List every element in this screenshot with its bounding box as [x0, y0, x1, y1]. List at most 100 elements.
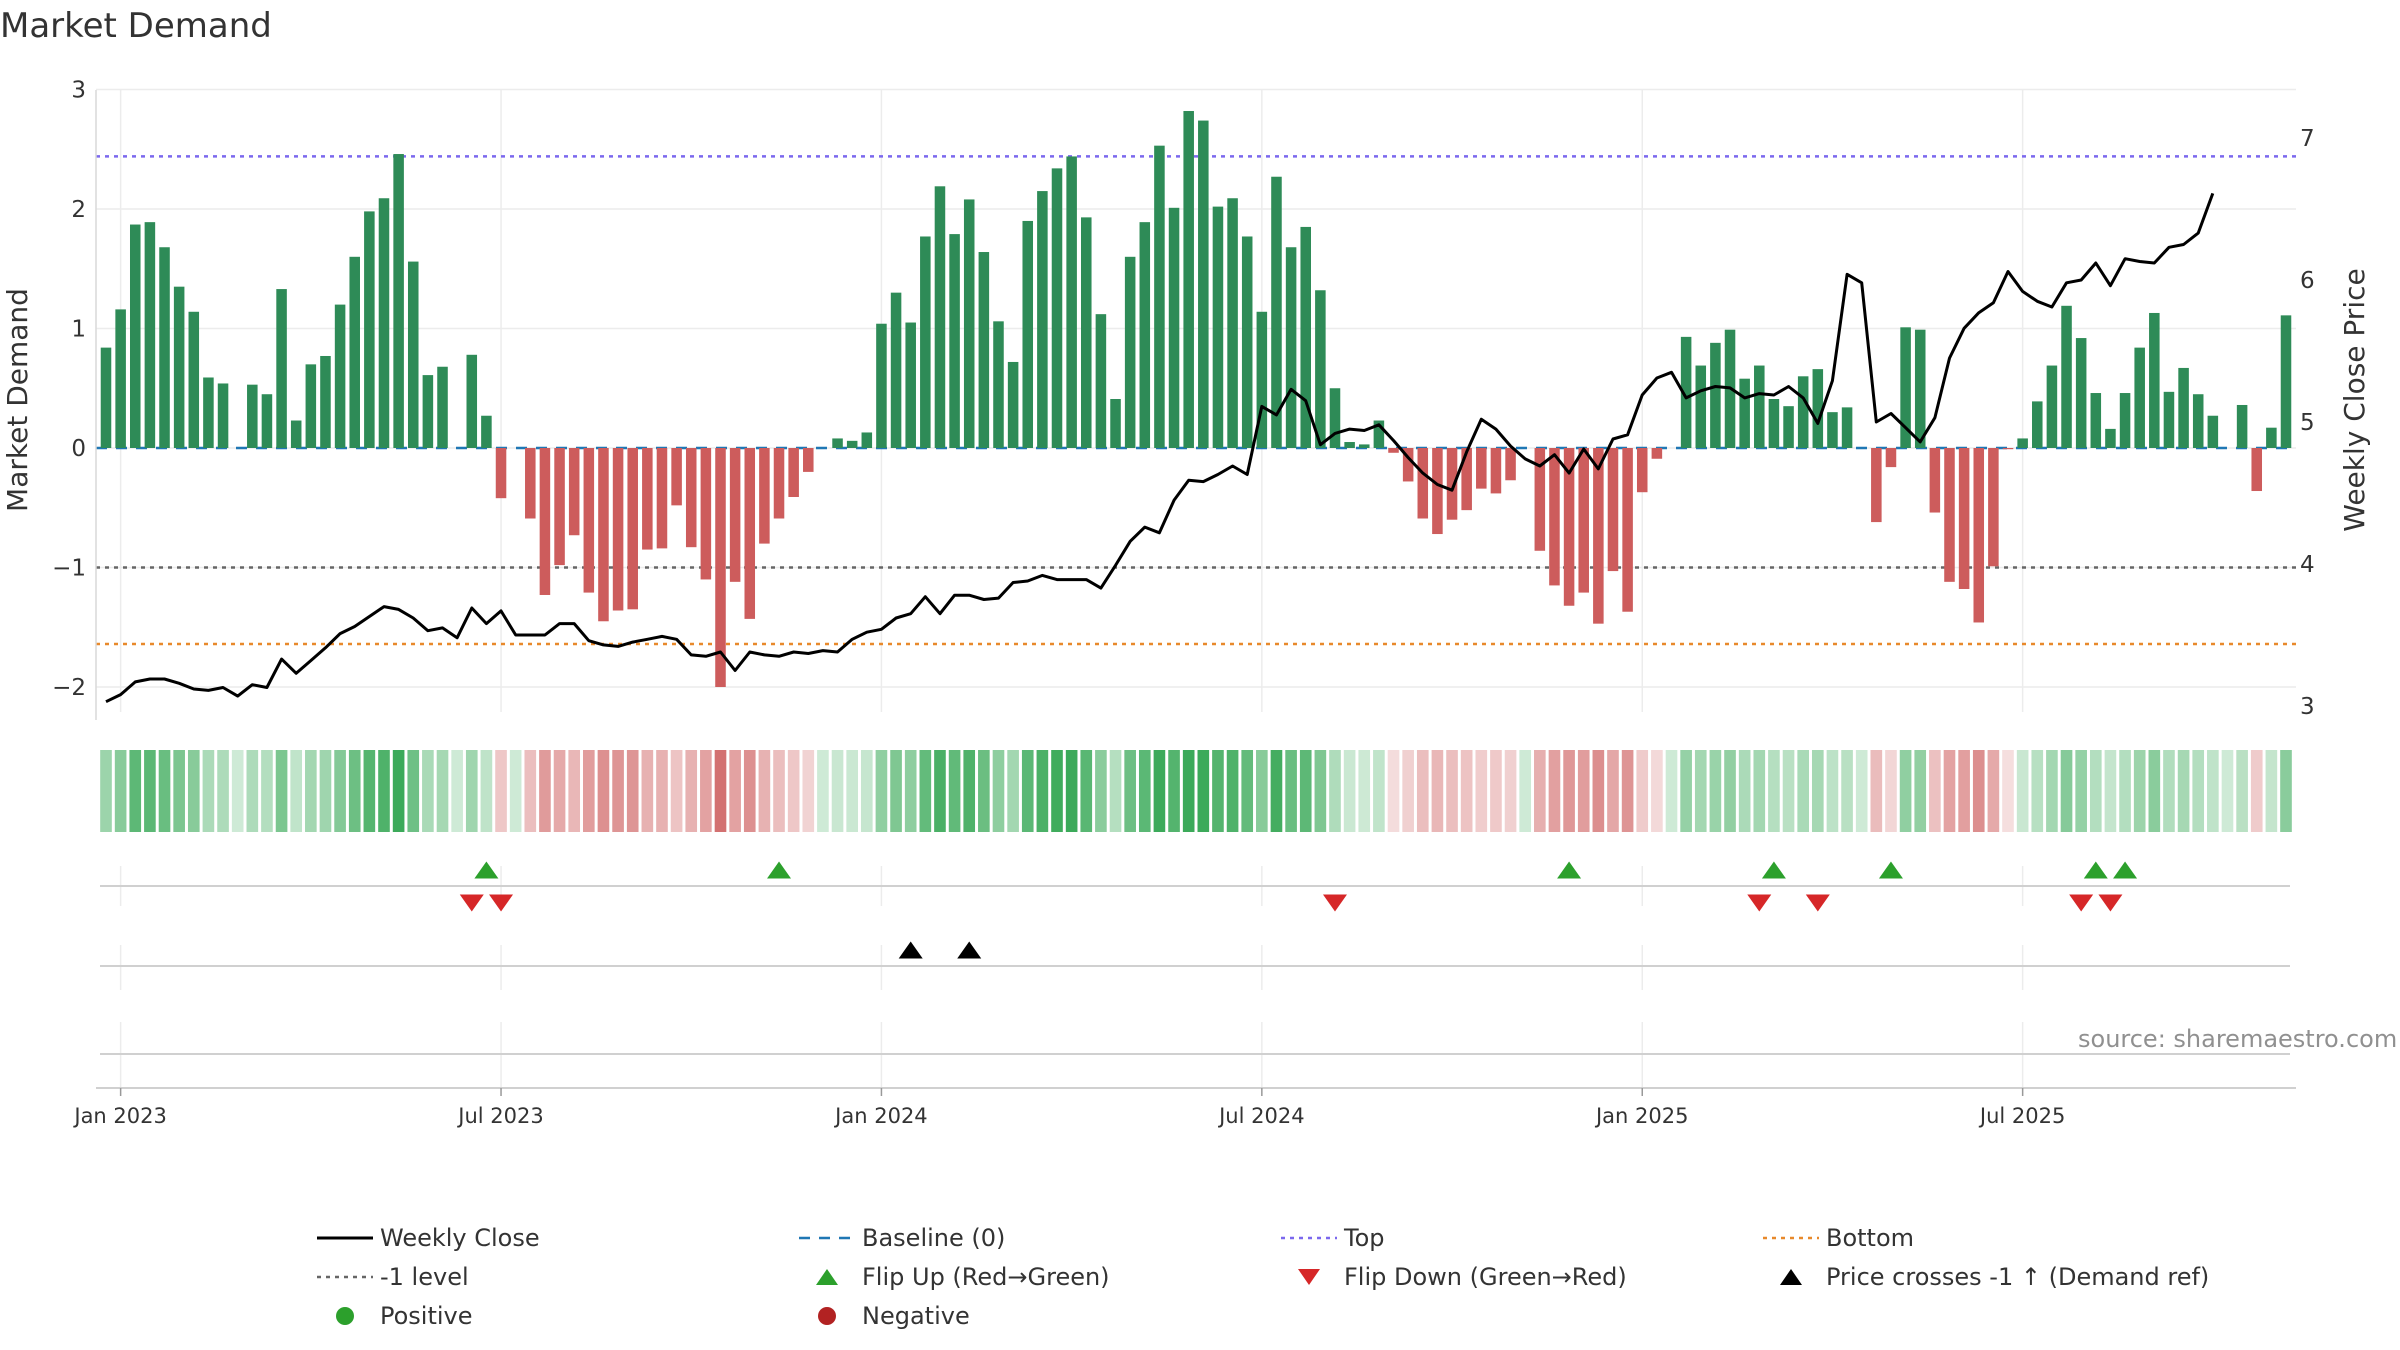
flip-down-marker: [1805, 894, 1830, 912]
legend-symbol-positive: [310, 1303, 380, 1329]
heat-cell: [1124, 750, 1136, 832]
demand-bar: [1900, 327, 1911, 448]
heat-cell: [1212, 750, 1224, 832]
price-cross-marker: [957, 941, 982, 959]
heat-cell: [2163, 750, 2175, 832]
demand-bar: [2090, 393, 2102, 448]
legend-item-positive: Positive: [310, 1302, 792, 1330]
heat-cell: [1519, 750, 1532, 832]
heat-cell: [875, 750, 888, 832]
demand-bar: [364, 211, 375, 448]
legend-item-price-cross: Price crosses -1 ↑ (Demand ref): [1756, 1263, 2238, 1291]
y-tick-label-left: 0: [71, 436, 86, 462]
heat-cell: [1080, 750, 1093, 832]
heat-cell: [1651, 750, 1663, 832]
demand-bar: [144, 222, 156, 448]
demand-bar: [2075, 338, 2087, 448]
y-tick-label-right: 5: [2300, 410, 2315, 436]
demand-bar: [1022, 220, 1034, 448]
demand-bar: [1344, 442, 1355, 448]
demand-bar: [1198, 120, 1209, 448]
heat-cell: [1490, 750, 1502, 832]
demand-bar: [1841, 407, 1853, 448]
heat-cell: [217, 750, 229, 832]
heat-cell: [729, 750, 741, 832]
heat-cell: [978, 750, 990, 832]
demand-bar: [715, 448, 726, 687]
demand-bar: [495, 448, 507, 499]
axes: 3 2 1 0 −1 −2 7 6 5 4 3 Jan 2023 Jul 2023 Jan 2024 Jul…: [1, 78, 2371, 1129]
heat-cell: [904, 750, 917, 832]
demand-bar: [2061, 305, 2072, 448]
demand-bar: [247, 384, 258, 448]
heat-cell: [1680, 750, 1692, 832]
demand-bar: [642, 448, 653, 550]
flip-up-marker: [767, 861, 792, 879]
heat-cell: [2250, 750, 2263, 832]
demand-bar: [934, 186, 946, 449]
heat-cell: [1475, 750, 1488, 832]
demand-bar: [1929, 448, 1941, 513]
heat-cell: [509, 750, 522, 832]
heat-cell: [2046, 750, 2058, 832]
heat-cell: [1051, 750, 1063, 832]
demand-bars: [100, 111, 2292, 687]
heat-cell: [363, 750, 376, 832]
demand-bar: [993, 321, 1004, 448]
demand-bar: [525, 448, 536, 519]
legend-item-top: Top: [1274, 1224, 1756, 1252]
heat-cell: [860, 750, 873, 832]
demand-bar: [466, 354, 478, 448]
heat-cell: [583, 750, 595, 832]
demand-bar: [2207, 415, 2219, 448]
demand-bar: [1095, 314, 1107, 448]
x-tick-label: Jan 2025: [1594, 1104, 1689, 1128]
demand-bar: [320, 355, 331, 448]
flip-up-marker: [1557, 861, 1582, 879]
heat-cell: [1138, 750, 1151, 832]
demand-bar: [1446, 448, 1458, 520]
demand-bar: [261, 394, 273, 448]
heat-cell: [1870, 750, 1883, 832]
heat-cell: [846, 750, 858, 832]
heat-cell: [1738, 750, 1751, 832]
demand-bar: [378, 198, 390, 448]
heat-cell: [173, 750, 185, 832]
heat-cell: [422, 750, 434, 832]
heat-cell: [1914, 750, 1927, 832]
heat-cell: [1270, 750, 1283, 832]
heat-cell: [2016, 750, 2029, 832]
heat-cell: [1168, 750, 1180, 832]
y-axis-label-right: Weekly Close Price: [2338, 268, 2371, 531]
heat-cell: [1885, 750, 1897, 832]
heat-cell: [1021, 750, 1034, 832]
legend-symbol-price-cross: [1756, 1264, 1826, 1290]
heat-cell: [246, 750, 259, 832]
heat-cell: [1621, 750, 1634, 832]
heat-cell: [1768, 750, 1780, 832]
heat-cell: [1811, 750, 1824, 832]
legend-item-minus1: -1 level: [310, 1263, 792, 1291]
legend-label: Price crosses -1 ↑ (Demand ref): [1826, 1262, 2210, 1291]
demand-bar: [1490, 448, 1502, 494]
heat-cell: [348, 750, 361, 832]
demand-bar: [1651, 448, 1663, 459]
heat-cell: [187, 750, 200, 832]
legend-label: Top: [1344, 1223, 1385, 1252]
heat-cell: [1373, 750, 1385, 832]
legend-label: Flip Up (Red→Green): [862, 1262, 1110, 1291]
demand-bar: [890, 292, 902, 448]
flip-up-marker: [474, 861, 499, 879]
demand-bar: [1154, 145, 1165, 449]
demand-bar: [1710, 342, 1721, 448]
demand-bar: [1505, 448, 1516, 481]
heat-cell: [1402, 750, 1414, 832]
demand-bar: [627, 448, 638, 610]
heat-cell: [231, 750, 244, 832]
flip-up-marker: [2113, 861, 2138, 879]
heat-cell: [700, 750, 712, 832]
flip-down-marker: [2098, 894, 2123, 912]
heat-cell: [465, 750, 478, 832]
demand-bar: [115, 309, 126, 448]
demand-bar: [1914, 329, 1926, 448]
